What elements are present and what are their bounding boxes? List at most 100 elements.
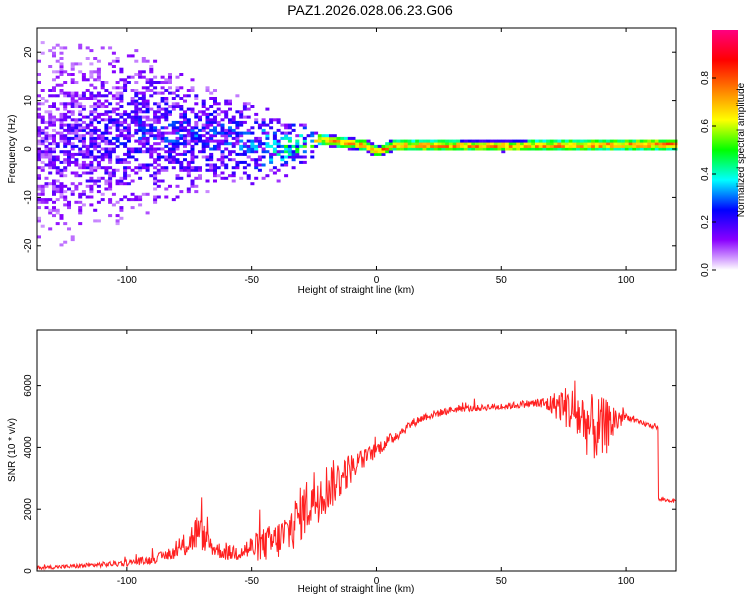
spectrogram-cell [201, 128, 206, 132]
spectrogram-cell [93, 105, 98, 108]
spectrogram-cell [119, 123, 124, 127]
spectrogram-cell [231, 118, 236, 122]
spectrogram-cell [67, 102, 71, 106]
spectrogram-cell [617, 139, 622, 143]
spectrogram-cell [310, 139, 315, 143]
spectrogram-cell [261, 163, 266, 167]
spectrogram-cell [261, 123, 266, 127]
spectrogram-cell [93, 144, 98, 148]
spectrogram-cell [78, 211, 83, 215]
spectrogram-cell [344, 139, 348, 143]
spectrogram-cell [388, 139, 393, 143]
spectrogram-cell [153, 198, 158, 202]
spectrogram-cell [276, 139, 281, 143]
spectrogram-cell [85, 155, 90, 159]
spectrogram-cell [104, 150, 109, 154]
spectrogram-cell [168, 147, 172, 151]
spectrogram-cell [134, 118, 139, 122]
spectrogram-cell [141, 91, 146, 95]
spectrogram-cell [40, 139, 45, 143]
spectrogram-cell [228, 150, 232, 154]
spectrogram-cell [100, 46, 105, 50]
spectrogram-cell [37, 176, 41, 180]
spectrogram-cell [257, 136, 262, 140]
spectrogram-cell [81, 144, 86, 148]
spectrogram-cell [190, 144, 195, 148]
spectrogram-cell [168, 110, 172, 114]
spectrogram-cell [74, 144, 79, 148]
spectrogram-cell [153, 128, 158, 132]
spectrogram-cell [198, 128, 202, 132]
spectrogram-cell [52, 46, 56, 50]
spectrogram-cell [89, 136, 94, 140]
spectrogram-cell [100, 81, 105, 84]
spectrogram-cell [123, 81, 128, 84]
spectrogram-cell [239, 147, 244, 151]
spectrogram-cell [104, 155, 109, 159]
spectrogram-cell [138, 163, 143, 167]
spectrogram-cell [242, 171, 247, 175]
spectrogram-cell [81, 203, 86, 207]
spectrogram-cell [67, 131, 71, 135]
spectrogram-cell [100, 198, 105, 202]
spectrogram-cell [272, 166, 277, 170]
spectrogram-y-tick-label: 20 [23, 46, 34, 58]
spectrogram-cell [153, 126, 158, 130]
spectrogram-cell [63, 105, 68, 108]
spectrogram-cell [100, 83, 105, 87]
spectrogram-cell [59, 160, 64, 164]
spectrogram-cell [261, 142, 266, 146]
spectrogram-cell [647, 139, 652, 143]
spectrogram-cell [347, 142, 352, 146]
spectrogram-cell [632, 139, 637, 143]
spectrogram-cell [149, 128, 154, 132]
spectrogram-cell [67, 73, 71, 76]
spectrogram-cell [63, 136, 68, 140]
spectrogram-cell [321, 142, 326, 146]
spectrogram-cell [299, 160, 304, 164]
spectrogram-cell [70, 81, 75, 84]
spectrogram-cell [96, 144, 101, 148]
spectrogram-cell [55, 190, 60, 194]
spectrogram-cell [40, 152, 45, 156]
spectrogram-cell [104, 94, 109, 98]
spectrogram-cell [104, 99, 109, 103]
spectrogram-cell [265, 134, 270, 138]
spectrogram-cell [93, 136, 98, 140]
spectrogram-cell [100, 166, 105, 170]
spectrogram-cell [557, 147, 562, 151]
spectrogram-cell [254, 166, 259, 170]
spectrogram-cell [100, 176, 105, 180]
spectrogram-cell [78, 147, 83, 151]
spectrogram-cell [74, 160, 79, 164]
spectrogram-cell [149, 107, 154, 111]
spectrogram-cell [606, 142, 611, 146]
spectrogram-cell [549, 147, 554, 151]
spectrogram-cell [126, 182, 131, 186]
spectrogram-cell [651, 142, 655, 146]
spectrogram-cell [63, 203, 68, 207]
spectrogram-cell [141, 163, 146, 167]
spectrogram-cell [138, 139, 143, 143]
spectrogram-cell [74, 123, 79, 127]
spectrogram-cell [108, 142, 113, 146]
spectrogram-cell [594, 147, 599, 151]
spectrogram-cell [123, 144, 128, 148]
spectrogram-cell [190, 160, 195, 164]
spectrogram-cell [213, 118, 217, 122]
spectrogram-cell [179, 105, 184, 108]
spectrogram-cell [48, 155, 53, 159]
spectrogram-cell [153, 142, 158, 146]
spectrogram-cell [407, 139, 412, 143]
spectrogram-cell [643, 147, 648, 151]
spectrogram-cell [220, 134, 225, 138]
spectrogram-cell [325, 134, 330, 138]
spectrogram-cell [74, 131, 79, 135]
spectrogram-cell [78, 200, 83, 204]
spectrogram-cell [48, 158, 53, 162]
spectrogram-cell [276, 152, 281, 156]
spectrogram-cell [96, 176, 101, 180]
spectrogram-cell [347, 136, 352, 140]
spectrogram-cell [153, 171, 158, 175]
spectrogram-cell [535, 142, 539, 146]
